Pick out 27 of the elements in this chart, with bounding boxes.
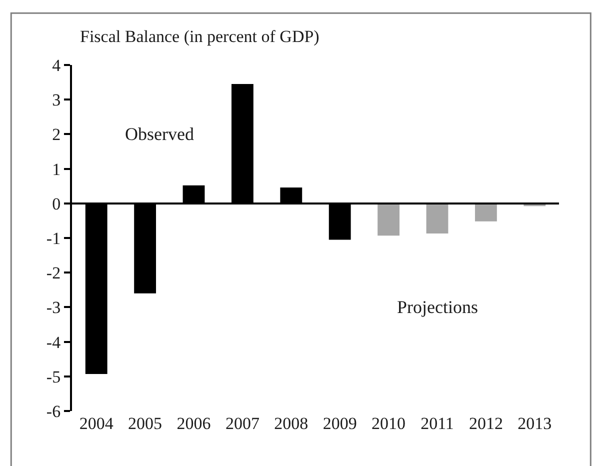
x-tick-label: 2012 [468, 414, 503, 433]
y-tick-label: 3 [52, 90, 61, 110]
bar [426, 203, 448, 234]
y-tick-label: -1 [46, 228, 61, 248]
x-tick-label: 2006 [176, 414, 211, 433]
y-tick-label: -3 [46, 298, 61, 318]
y-tick-label: 4 [52, 56, 62, 75]
y-tick-label: -2 [46, 264, 61, 283]
y-tick-label: -6 [46, 402, 61, 421]
annotation: Observed [125, 124, 194, 144]
x-tick-label: 2008 [274, 414, 308, 433]
x-tick-label: 2007 [225, 414, 260, 433]
x-tick-label: 2004 [79, 414, 114, 433]
y-tick-label: 0 [52, 194, 61, 214]
y-tick-label: 1 [52, 160, 61, 179]
bar [474, 203, 497, 222]
x-tick-label: 2013 [518, 414, 552, 433]
annotation: Projections [397, 297, 478, 317]
bar [378, 203, 400, 236]
y-tick-label: 2 [52, 125, 61, 144]
x-tick-label: 2005 [128, 414, 162, 433]
y-tick-label: -4 [46, 332, 62, 352]
x-tick-label: 2009 [322, 414, 357, 433]
x-tick-label: 2011 [420, 414, 454, 433]
y-tick-label: -5 [46, 367, 61, 386]
chart-title: Fiscal Balance (in percent of GDP) [80, 27, 320, 46]
x-tick-label: 2010 [372, 414, 406, 433]
